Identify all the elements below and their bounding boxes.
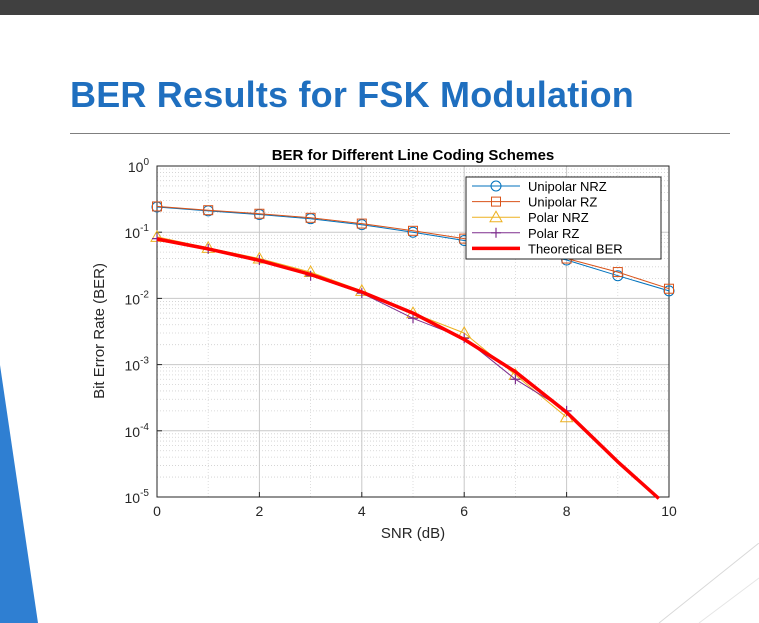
x-tick-label: 0: [153, 503, 161, 519]
plot-frame: [156, 165, 670, 498]
corner-decoration: [658, 543, 759, 623]
legend-item: Polar NRZ: [472, 210, 589, 225]
y-tick-label: 100: [128, 157, 150, 175]
legend-label: Unipolar RZ: [528, 195, 597, 210]
series-line: [156, 205, 670, 290]
x-axis-label: SNR (dB): [381, 525, 445, 542]
legend-item: Unipolar RZ: [472, 195, 597, 210]
series-layer: [150, 201, 675, 500]
data-point: [254, 208, 265, 219]
data-point: [356, 218, 367, 229]
y-tick-label: 10-2: [125, 289, 150, 307]
x-tick-label: 10: [661, 503, 677, 519]
legend-marker: [490, 180, 502, 192]
y-tick-label: 10-3: [125, 356, 150, 374]
slide-title: BER Results for FSK Modulation: [70, 74, 634, 115]
series-theoretical-ber: [156, 237, 660, 500]
data-point: [664, 283, 674, 294]
y-tick-label: 10-1: [125, 223, 150, 241]
x-tick-label: 4: [358, 503, 366, 519]
top-bar: [0, 0, 759, 15]
x-axis-ticks: 0 2 4 6 8 10: [153, 492, 677, 519]
legend-label: Polar RZ: [528, 226, 579, 241]
legend-label: Polar NRZ: [528, 210, 589, 225]
left-accent-shape: [0, 365, 38, 623]
y-axis-label: Bit Error Rate (BER): [91, 263, 108, 399]
legend-marker: [489, 210, 503, 223]
legend-item: Theoretical BER: [472, 241, 623, 256]
data-point: [152, 201, 162, 212]
legend-marker: [491, 196, 501, 207]
legend-label: Theoretical BER: [528, 241, 623, 256]
minor-grid: [157, 166, 669, 497]
title-divider: [70, 133, 730, 134]
data-point: [305, 212, 316, 223]
data-point: [203, 205, 214, 216]
y-tick-label: 10-5: [125, 488, 150, 506]
series-line: [156, 237, 660, 500]
data-point: [510, 374, 521, 385]
data-point: [612, 267, 623, 278]
data-point: [408, 225, 418, 236]
chart-title: BER for Different Line Coding Schemes: [272, 147, 555, 164]
legend-label: Unipolar NRZ: [528, 179, 607, 194]
x-tick-label: 6: [460, 503, 468, 519]
legend-item: Unipolar NRZ: [472, 179, 607, 194]
legend-marker: [491, 227, 501, 238]
legend-item: Polar RZ: [472, 226, 579, 241]
series-line: [156, 206, 670, 292]
y-tick-label: 10-4: [125, 422, 150, 440]
x-tick-label: 2: [256, 503, 264, 519]
x-tick-label: 8: [563, 503, 571, 519]
y-axis-ticks: 100 10-1 10-2 10-3 10-4 10-5: [125, 157, 162, 506]
